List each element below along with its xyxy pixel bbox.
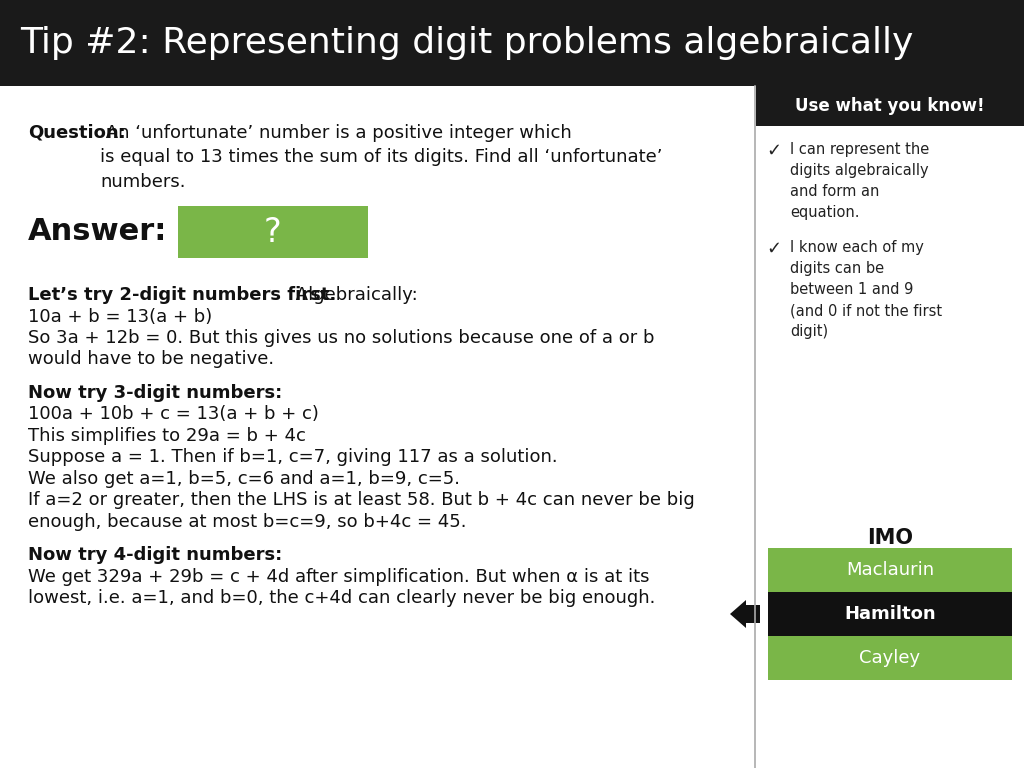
Text: We get 329a + 29b = c + 4d after simplification. But when α is at its: We get 329a + 29b = c + 4d after simplif… bbox=[28, 568, 649, 586]
Text: Maclaurin: Maclaurin bbox=[846, 561, 934, 579]
Text: Hamilton: Hamilton bbox=[844, 605, 936, 623]
Bar bbox=[768, 592, 1012, 636]
Text: Use what you know!: Use what you know! bbox=[796, 97, 985, 115]
Text: ✓: ✓ bbox=[766, 142, 781, 160]
Text: would have to be negative.: would have to be negative. bbox=[28, 350, 274, 369]
Text: ?: ? bbox=[264, 216, 282, 249]
Text: Now try 3-digit numbers:: Now try 3-digit numbers: bbox=[28, 384, 283, 402]
Text: Let’s try 2-digit numbers first.: Let’s try 2-digit numbers first. bbox=[28, 286, 336, 304]
Text: Now try 4-digit numbers:: Now try 4-digit numbers: bbox=[28, 546, 283, 564]
Text: I can represent the
digits algebraically
and form an
equation.: I can represent the digits algebraically… bbox=[790, 142, 929, 220]
Text: Cayley: Cayley bbox=[859, 649, 921, 667]
FancyArrow shape bbox=[730, 600, 760, 628]
Text: I know each of my
digits can be
between 1 and 9
(and 0 if not the first
digit): I know each of my digits can be between … bbox=[790, 240, 942, 339]
Bar bbox=[768, 636, 1012, 680]
Text: IMO: IMO bbox=[867, 528, 913, 548]
Text: We also get a=1, b=5, c=6 and a=1, b=9, c=5.: We also get a=1, b=5, c=6 and a=1, b=9, … bbox=[28, 470, 460, 488]
Text: Question:: Question: bbox=[28, 124, 126, 142]
Text: lowest, i.e. a=1, and b=0, the c+4d can clearly never be big enough.: lowest, i.e. a=1, and b=0, the c+4d can … bbox=[28, 589, 655, 607]
Bar bbox=[0, 0, 1024, 86]
Text: So 3a + 12b = 0. But this gives us no solutions because one of a or b: So 3a + 12b = 0. But this gives us no so… bbox=[28, 329, 654, 347]
Bar bbox=[178, 206, 368, 258]
Text: Tip #2: Representing digit problems algebraically: Tip #2: Representing digit problems alge… bbox=[20, 26, 913, 60]
Text: If a=2 or greater, then the LHS is at least 58. But b + 4c can never be big: If a=2 or greater, then the LHS is at le… bbox=[28, 492, 694, 509]
Text: Answer:: Answer: bbox=[28, 217, 167, 247]
Text: Suppose a = 1. Then if b=1, c=7, giving 117 as a solution.: Suppose a = 1. Then if b=1, c=7, giving … bbox=[28, 449, 558, 466]
Text: An ‘unfortunate’ number is a positive integer which
is equal to 13 times the sum: An ‘unfortunate’ number is a positive in… bbox=[100, 124, 663, 190]
Text: Algebraically:: Algebraically: bbox=[291, 286, 418, 304]
Text: This simplifies to 29a = b + 4c: This simplifies to 29a = b + 4c bbox=[28, 427, 306, 445]
Bar bbox=[768, 548, 1012, 592]
Bar bbox=[756, 86, 1024, 126]
Text: 100a + 10b + c = 13(a + b + c): 100a + 10b + c = 13(a + b + c) bbox=[28, 406, 318, 423]
Text: enough, because at most b=c=9, so b+4c = 45.: enough, because at most b=c=9, so b+4c =… bbox=[28, 513, 467, 531]
Text: 10a + b = 13(a + b): 10a + b = 13(a + b) bbox=[28, 307, 212, 326]
Text: ✓: ✓ bbox=[766, 240, 781, 258]
